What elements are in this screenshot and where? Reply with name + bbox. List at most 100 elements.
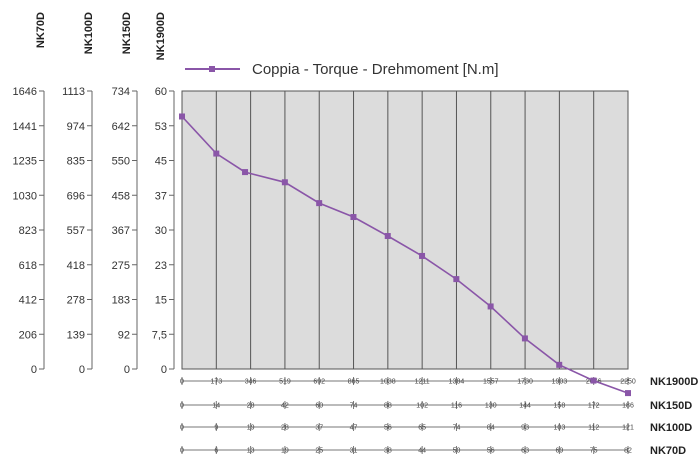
x-tick-label: 14 (212, 403, 220, 410)
x-tick-label: 69 (555, 448, 563, 455)
y-tick-label: 1030 (13, 190, 37, 202)
x-tick-label: 65 (418, 425, 426, 432)
x-tick-label: 121 (622, 425, 634, 432)
x-tick-label: 112 (588, 425, 599, 432)
x-axis-title: NK70D (650, 445, 686, 457)
x-tick-label: 74 (350, 403, 358, 410)
y-tick-label: 734 (112, 86, 130, 98)
y-axis-title: NK1900D (155, 12, 167, 60)
y-tick-label: 37 (155, 190, 167, 202)
plot-area (182, 91, 628, 369)
series-layer (179, 113, 631, 397)
y-tick-label: 550 (112, 156, 130, 168)
y-axis-title: NK70D (35, 12, 47, 48)
x-tick-label: 865 (348, 379, 360, 386)
y-tick-label: 183 (112, 295, 130, 307)
data-point (556, 361, 563, 368)
x-tick-label: 158 (554, 403, 566, 410)
legend-swatch-marker (209, 66, 215, 72)
y-tick-label: 0 (124, 364, 130, 376)
plot-frame (181, 90, 629, 370)
data-point (213, 150, 220, 157)
x-tick-label: 44 (418, 448, 426, 455)
x-tick-label: 60 (315, 403, 323, 410)
y-axis-title: NK100D (83, 12, 95, 54)
x-tick-label: 2250 (620, 379, 636, 386)
y-tick-label: 45 (155, 156, 167, 168)
data-point (453, 276, 460, 283)
y-tick-label: 618 (19, 260, 37, 272)
y-tick-label: 823 (19, 225, 37, 237)
x-tick-label: 50 (453, 448, 461, 455)
x-tick-label: 31 (350, 448, 358, 455)
data-point (625, 390, 631, 397)
x-tick-label: 19 (247, 425, 255, 432)
y-tick-label: 1113 (62, 86, 85, 98)
y-tick-label: 412 (19, 295, 37, 307)
y-tick-label: 30 (155, 225, 167, 237)
x-tick-label: 88 (384, 403, 392, 410)
y-tick-label: 92 (118, 329, 130, 341)
x-tick-label: 1038 (380, 379, 396, 386)
x-tick-label: 93 (521, 425, 529, 432)
data-point (281, 179, 288, 186)
x-tick-label: 28 (281, 425, 289, 432)
legend-label: Coppia - Torque - Drehmoment [N.m] (252, 61, 498, 78)
x-tick-label: 63 (521, 448, 529, 455)
x-tick-label: 56 (487, 448, 495, 455)
x-tick-label: 13 (247, 448, 255, 455)
y-tick-label: 1441 (13, 121, 37, 133)
x-tick-label: 346 (245, 379, 257, 386)
y-tick-label: 53 (155, 121, 167, 133)
data-point (350, 214, 357, 221)
y-axes: 0 206 412 618 823 1030 1235 1441 1646 NK70D 0 139 27… (13, 12, 175, 376)
x-tick-label: 42 (281, 403, 289, 410)
data-point (590, 377, 597, 384)
data-point (521, 335, 528, 342)
y-tick-label: 278 (67, 295, 85, 307)
y-tick-label: 458 (112, 190, 130, 202)
y-tick-label: 835 (67, 156, 85, 168)
y-tick-label: 0 (161, 364, 167, 376)
x-tick-label: 0 (180, 448, 184, 455)
y-tick-label: 23 (155, 260, 167, 272)
x-axes: 0 173 346 519 692 865 1038 1211 1384 1557 1730 1903… (180, 376, 698, 457)
data-point (179, 113, 185, 120)
x-axis-title: NK150D (650, 400, 692, 412)
x-tick-label: 0 (180, 425, 184, 432)
x-tick-label: 1730 (517, 379, 533, 386)
x-tick-label: 1557 (483, 379, 499, 386)
x-tick-label: 186 (622, 403, 634, 410)
data-point (242, 169, 249, 176)
x-tick-label: 692 (313, 379, 325, 386)
y-tick-label: 974 (67, 121, 85, 133)
y-axis-title: NK150D (121, 12, 133, 54)
y-tick-label: 418 (67, 260, 85, 272)
x-tick-label: 74 (453, 425, 461, 432)
x-tick-label: 103 (554, 425, 566, 432)
x-tick-label: 84 (487, 425, 495, 432)
x-tick-label: 25 (315, 448, 323, 455)
x-tick-label: 9 (214, 425, 218, 432)
x-tick-label: 19 (281, 448, 289, 455)
x-tick-label: 75 (590, 448, 598, 455)
x-tick-label: 28 (247, 403, 255, 410)
data-point (316, 200, 323, 207)
x-tick-label: 0 (180, 379, 184, 386)
y-tick-label: 0 (79, 364, 85, 376)
x-tick-label: 116 (451, 403, 462, 410)
y-tick-label: 367 (112, 225, 130, 237)
y-tick-label: 1235 (13, 156, 37, 168)
data-point (384, 233, 391, 240)
x-tick-label: 37 (315, 425, 323, 432)
y-tick-label: 557 (67, 225, 85, 237)
series-line (181, 115, 629, 394)
x-tick-label: 82 (624, 448, 632, 455)
data-point (419, 252, 426, 259)
x-tick-label: 519 (279, 379, 291, 386)
data-point (487, 303, 494, 310)
x-tick-label: 173 (210, 379, 222, 386)
x-tick-label: 38 (384, 448, 392, 455)
x-tick-label: 1903 (552, 379, 568, 386)
